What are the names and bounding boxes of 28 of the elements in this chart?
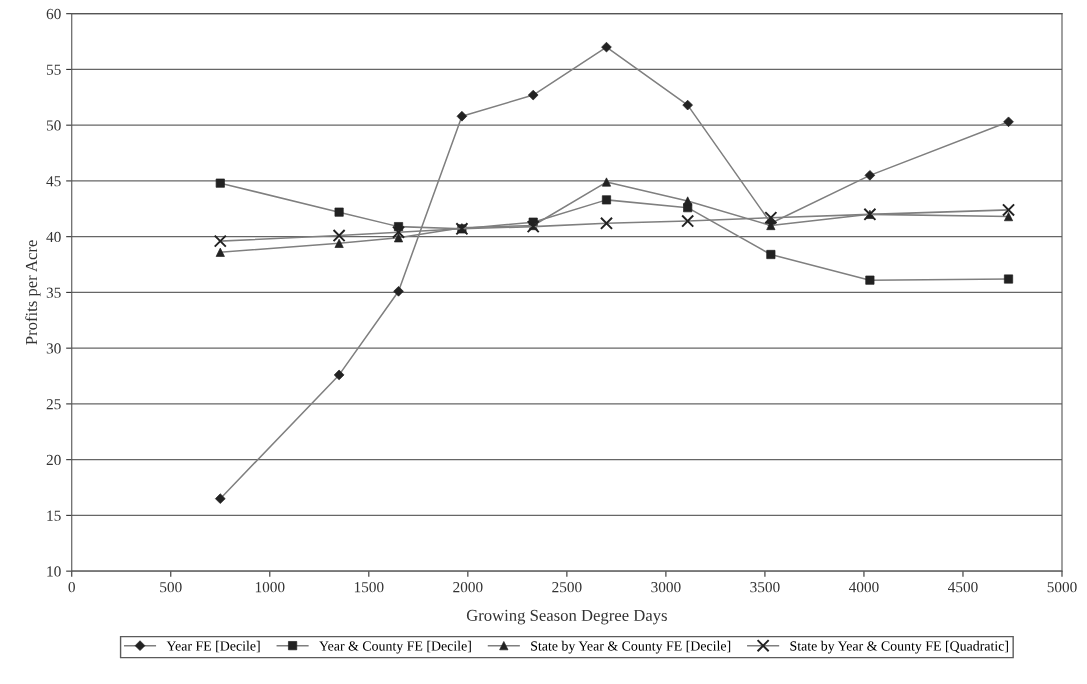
- x-tick-label: 3000: [651, 582, 681, 593]
- x-tick-label: 4500: [947, 582, 978, 593]
- x-tick-label: 500: [160, 582, 182, 593]
- y-tick-label: 30: [46, 343, 61, 354]
- x-axis-title: Growing Season Degree Days: [466, 609, 667, 625]
- y-tick-label: 40: [46, 231, 61, 243]
- legend-label: State by Year & County FE [Quadratic]: [790, 640, 1008, 654]
- x-tick-label: 2500: [552, 582, 582, 593]
- y-axis-title: Profits per Acre: [25, 240, 41, 345]
- y-tick-label: 25: [46, 399, 61, 410]
- x-tick-label: 1500: [354, 582, 384, 593]
- legend-label: Year & County FE [Decile]: [319, 640, 471, 654]
- y-tick-label: 10: [47, 566, 61, 577]
- legend-label: State by Year & County FE [Decile]: [531, 640, 731, 654]
- x-tick-label: 3500: [750, 582, 780, 593]
- y-tick-label: 55: [46, 64, 61, 75]
- y-tick-label: 50: [46, 120, 61, 131]
- y-tick-label: 20: [46, 454, 61, 466]
- y-tick-label: 15: [47, 510, 61, 521]
- y-tick-label: 45: [46, 176, 61, 187]
- y-tick-label: 60: [46, 8, 61, 20]
- x-tick-label: 5000: [1047, 582, 1077, 593]
- x-tick-label: 0: [68, 582, 75, 593]
- y-tick-label: 35: [46, 287, 61, 298]
- x-tick-label: 4000: [848, 582, 879, 593]
- x-tick-label: 2000: [453, 582, 483, 593]
- x-tick-label: 1000: [255, 582, 285, 593]
- legend-label: Year FE [Decile]: [166, 640, 260, 653]
